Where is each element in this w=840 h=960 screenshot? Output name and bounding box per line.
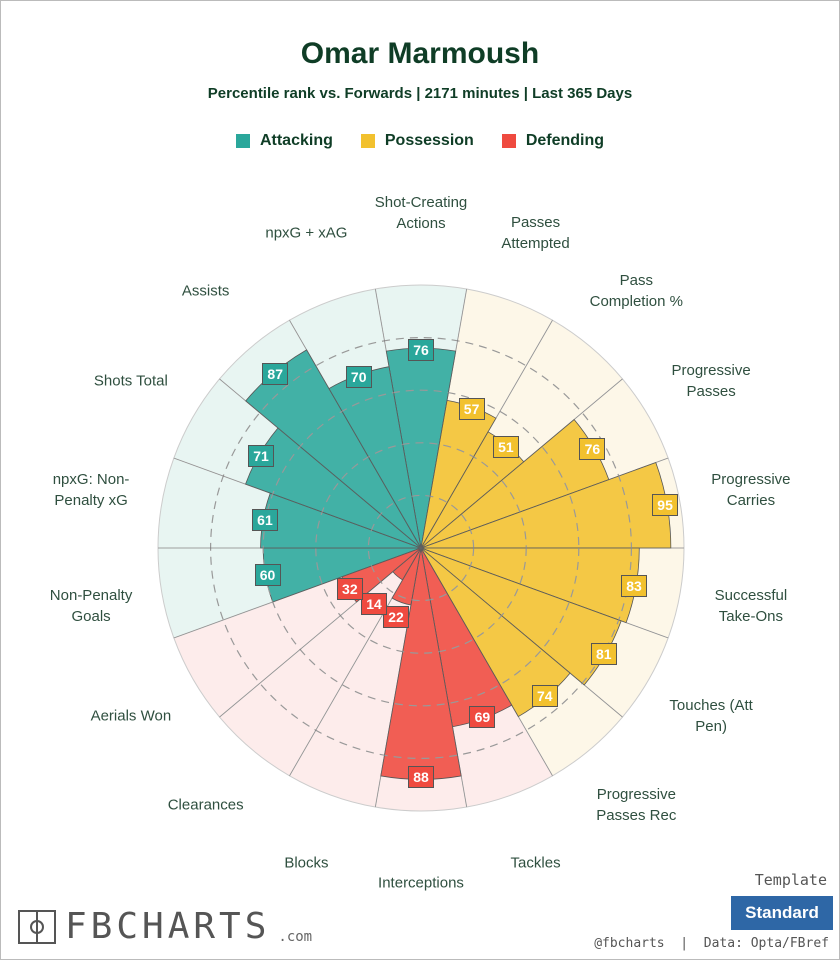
category-label: Interceptions: [378, 874, 464, 892]
value-label: 32: [336, 578, 363, 601]
legend-swatch: [235, 134, 250, 148]
spoke: [420, 457, 669, 549]
spoke: [374, 547, 422, 808]
footer: @fbcharts | Data: Opta/FBref: [594, 936, 829, 951]
category-label: Successful Take-Ons: [714, 587, 788, 626]
spoke: [420, 547, 468, 808]
spoke: [173, 457, 422, 549]
value-label: 61: [251, 509, 278, 532]
legend-item: Possession: [360, 132, 474, 150]
category-label: Shot-Creating Actions: [374, 194, 468, 232]
category-label: Pass Completion %: [589, 272, 684, 311]
logo-text: FBCHARTS: [65, 906, 271, 947]
category-label: npxG: Non- Penalty xG: [52, 470, 130, 509]
logo: FBCHARTS .com: [17, 909, 312, 945]
logo-icon: [18, 910, 56, 944]
category-label: Progressive Carries: [711, 470, 791, 509]
category-label: Progressive Passes: [671, 361, 751, 400]
spoke: [219, 547, 422, 718]
value-label: 70: [345, 365, 372, 388]
category-label: Blocks: [284, 854, 329, 872]
spoke: [420, 547, 553, 776]
logo-suffix: .com: [278, 929, 313, 945]
category-label: Shots Total: [93, 372, 168, 389]
template-button[interactable]: Standard: [731, 896, 833, 930]
category-label: Aerials Won: [90, 707, 172, 724]
value-label: 69: [469, 705, 496, 728]
legend-label: Possession: [384, 132, 474, 149]
value-label: 51: [492, 435, 519, 458]
value-label: 88: [408, 766, 434, 789]
value-label: 71: [248, 444, 275, 467]
value-label: 14: [361, 592, 388, 615]
spoke: [289, 547, 422, 776]
legend-swatch: [501, 134, 516, 148]
spoke: [420, 320, 553, 549]
value-label: 76: [408, 339, 434, 362]
category-label: Assists: [181, 282, 230, 300]
value-label: 87: [262, 363, 289, 386]
chart-title: Omar Marmoush: [300, 37, 540, 70]
value-label: 76: [579, 438, 606, 461]
value-label: 60: [254, 564, 281, 587]
legend-swatch: [360, 134, 375, 148]
spoke: [219, 378, 422, 549]
spoke: [173, 547, 422, 639]
template-label: Template: [754, 871, 827, 889]
category-label: Passes Attempted: [501, 214, 570, 253]
value-label: 57: [458, 398, 485, 420]
spoke: [420, 547, 623, 718]
category-label: Progressive Passes Rec: [596, 785, 677, 824]
spoke: [374, 288, 422, 549]
spoke: [420, 547, 669, 639]
legend: Attacking Possession Defending: [1, 132, 839, 150]
value-label: 74: [531, 684, 558, 707]
value-label: 81: [590, 642, 617, 665]
legend-label: Attacking: [259, 132, 333, 149]
legend-item: Attacking: [235, 132, 333, 150]
spoke: [420, 288, 468, 549]
value-label: 95: [652, 493, 679, 516]
value-label: 22: [383, 605, 410, 628]
spoke: [420, 378, 623, 549]
subtitle: Percentile rank vs. Forwards | 2171 minu…: [207, 85, 633, 102]
category-label: npxG + xAG: [265, 224, 348, 242]
legend-item: Defending: [501, 132, 605, 150]
legend-label: Defending: [525, 132, 605, 149]
category-label: Clearances: [167, 796, 244, 814]
spoke: [289, 320, 422, 549]
category-label: Non-Penalty Goals: [49, 587, 133, 626]
category-label: Touches (Att Pen): [669, 696, 753, 735]
category-label: Tackles: [510, 854, 561, 872]
value-label: 83: [621, 574, 647, 597]
